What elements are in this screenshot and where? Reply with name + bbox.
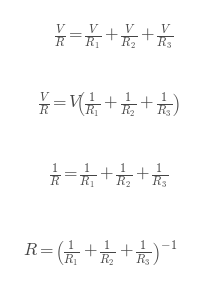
Text: $\frac{V}{R} = \frac{V}{R_1} + \frac{V}{R_2} + \frac{V}{R_3}$: $\frac{V}{R} = \frac{V}{R_1} + \frac{V}{… <box>54 22 173 52</box>
Text: $R = \left(\frac{1}{R_1} + \frac{1}{R_2} + \frac{1}{R_3}\right)^{-1}$: $R = \left(\frac{1}{R_1} + \frac{1}{R_2}… <box>23 238 177 268</box>
Text: $\frac{1}{R} = \frac{1}{R_1} + \frac{1}{R_2} + \frac{1}{R_3}$: $\frac{1}{R} = \frac{1}{R_1} + \frac{1}{… <box>49 161 169 191</box>
Text: $\frac{V}{R} = V\!\left(\frac{1}{R_1} + \frac{1}{R_2} + \frac{1}{R_3}\right)$: $\frac{V}{R} = V\!\left(\frac{1}{R_1} + … <box>38 90 180 120</box>
